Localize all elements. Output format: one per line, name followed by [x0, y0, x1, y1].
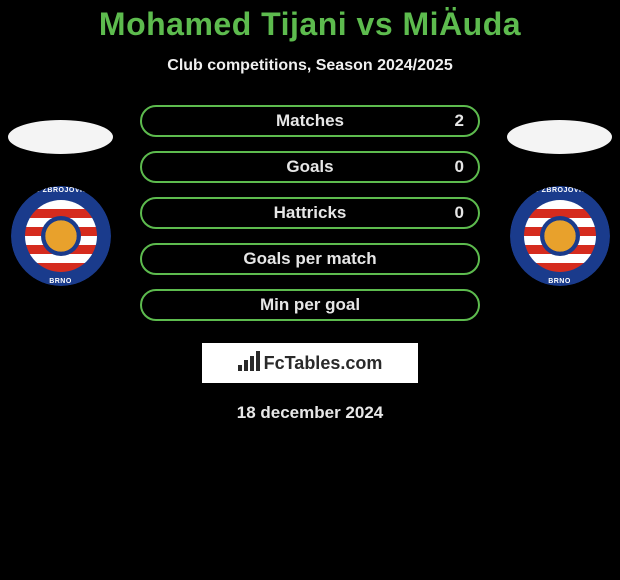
title-vs: vs — [357, 6, 394, 42]
stat-row-goals: Goals 0 — [140, 151, 480, 183]
brand-text: FcTables.com — [264, 353, 383, 374]
page-title: Mohamed Tijani vs MiÄuda — [0, 0, 620, 43]
badge-text-top: FC ZBROJOVKA — [11, 187, 111, 194]
player1-club-badge: FC ZBROJOVKA BRNO — [11, 186, 111, 286]
bar-chart-icon — [238, 351, 260, 376]
stat-row-matches: Matches 2 — [140, 105, 480, 137]
title-player2: MiÄuda — [403, 6, 522, 42]
stat-value: 0 — [455, 157, 464, 177]
badge-outer-ring: FC ZBROJOVKA BRNO — [510, 186, 610, 286]
stat-row-goals-per-match: Goals per match — [140, 243, 480, 275]
stat-row-min-per-goal: Min per goal — [140, 289, 480, 321]
badge-text-bottom: BRNO — [11, 278, 111, 285]
stat-label: Goals — [286, 157, 333, 177]
brand-attribution: FcTables.com — [202, 343, 418, 383]
left-player-column: FC ZBROJOVKA BRNO — [8, 120, 113, 286]
player2-club-badge: FC ZBROJOVKA BRNO — [510, 186, 610, 286]
badge-outer-ring: FC ZBROJOVKA BRNO — [11, 186, 111, 286]
stat-label: Hattricks — [274, 203, 347, 223]
player2-avatar-placeholder — [507, 120, 612, 154]
badge-center-icon — [540, 216, 580, 256]
stat-value: 0 — [455, 203, 464, 223]
badge-text-top: FC ZBROJOVKA — [510, 187, 610, 194]
badge-text-bottom: BRNO — [510, 278, 610, 285]
stat-value: 2 — [455, 111, 464, 131]
date-text: 18 december 2024 — [0, 403, 620, 423]
stat-label: Min per goal — [260, 295, 360, 315]
player1-avatar-placeholder — [8, 120, 113, 154]
stat-row-hattricks: Hattricks 0 — [140, 197, 480, 229]
right-player-column: FC ZBROJOVKA BRNO — [507, 120, 612, 286]
badge-center-icon — [41, 216, 81, 256]
infographic-container: Mohamed Tijani vs MiÄuda Club competitio… — [0, 0, 620, 423]
stat-label: Matches — [276, 111, 344, 131]
stat-label: Goals per match — [243, 249, 376, 269]
subtitle: Club competitions, Season 2024/2025 — [0, 57, 620, 75]
title-player1: Mohamed Tijani — [99, 6, 347, 42]
